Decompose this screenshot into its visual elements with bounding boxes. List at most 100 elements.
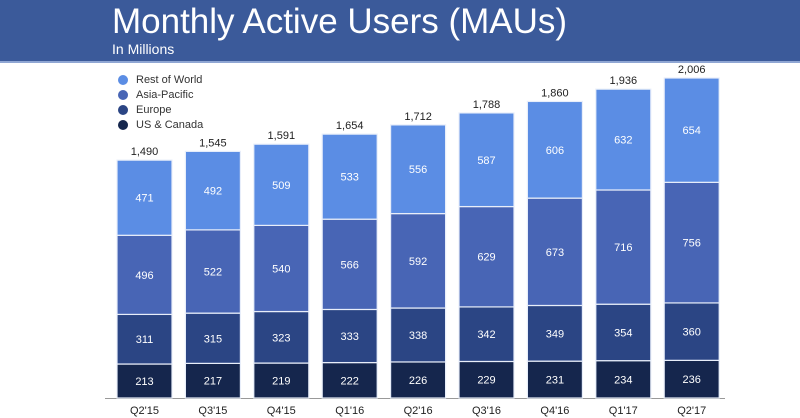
- x-tick-label: Q1'17: [609, 405, 638, 417]
- data-label: 533: [341, 172, 359, 184]
- legend-item: Europe: [118, 102, 203, 117]
- data-label: 323: [272, 332, 290, 344]
- data-label: 540: [272, 263, 290, 275]
- legend-swatch: [118, 74, 128, 85]
- bar-segment: [458, 112, 515, 208]
- bar-segment: [595, 189, 652, 305]
- data-label: 360: [683, 327, 701, 339]
- bar-segment: [526, 100, 584, 199]
- total-label: 1,712: [404, 111, 432, 123]
- x-tick-label: Q3'15: [198, 405, 227, 417]
- data-label: 226: [409, 375, 427, 387]
- data-label: 229: [477, 375, 495, 387]
- data-label: 315: [204, 333, 222, 345]
- data-label: 471: [135, 193, 153, 205]
- chart-title: Monthly Active Users (MAUs): [112, 2, 568, 41]
- legend: Rest of World Asia-Pacific Europe US & Cana…: [118, 72, 203, 132]
- data-label: 566: [341, 259, 359, 271]
- bar-segment: [253, 310, 310, 364]
- data-label: 349: [546, 328, 564, 340]
- data-label: 217: [204, 376, 222, 388]
- bar-segment: [253, 362, 310, 399]
- data-label: 509: [272, 180, 290, 192]
- data-label: 231: [546, 375, 564, 387]
- bar-segment: [253, 143, 310, 226]
- total-label: 1,591: [268, 130, 296, 142]
- bar-segment: [116, 363, 173, 399]
- x-tick-label: Q3'16: [472, 405, 501, 417]
- legend-label: US & Canada: [136, 118, 204, 131]
- data-label: 716: [614, 242, 632, 254]
- x-tick-label: Q1'16: [335, 405, 364, 417]
- data-label: 354: [614, 327, 632, 339]
- legend-label: Asia-Pacific: [136, 88, 194, 101]
- bar-segment: [321, 308, 378, 364]
- bar-segment: [663, 77, 720, 183]
- total-label: 1,936: [610, 75, 638, 87]
- bar-segment: [458, 360, 515, 399]
- legend-label: Europe: [136, 103, 172, 116]
- legend-label: Rest of World: [136, 73, 203, 86]
- bar-segment: [321, 218, 378, 311]
- bar-segment: [390, 361, 447, 399]
- total-label: 1,654: [336, 120, 364, 132]
- data-label: 236: [683, 374, 701, 386]
- bar-segment: [321, 361, 378, 399]
- bar-segment: [663, 359, 720, 399]
- total-label: 1,545: [199, 137, 227, 149]
- data-label: 213: [135, 376, 153, 388]
- x-tick-label: Q2'15: [130, 405, 159, 417]
- data-label: 338: [409, 330, 427, 342]
- total-label: 2,006: [678, 64, 706, 76]
- bar-segment: [458, 205, 515, 308]
- legend-swatch: [118, 89, 128, 100]
- data-label: 673: [546, 247, 564, 259]
- total-label: 1,490: [131, 146, 159, 158]
- x-tick-label: Q2'17: [677, 405, 706, 417]
- data-label: 219: [272, 376, 290, 388]
- x-tick-label: Q2'16: [404, 405, 433, 417]
- bar-segment: [321, 133, 378, 220]
- bar-segment: [595, 303, 652, 362]
- bar-segment: [663, 302, 720, 361]
- data-label: 592: [409, 256, 427, 268]
- chart-subtitle: In Millions: [112, 41, 175, 57]
- bar-segment: [116, 159, 173, 236]
- data-label: 342: [477, 329, 495, 341]
- legend-swatch: [118, 119, 128, 130]
- data-label: 496: [135, 270, 153, 282]
- data-label: 333: [341, 331, 359, 343]
- data-label: 587: [477, 155, 495, 167]
- legend-item: US & Canada: [118, 117, 203, 132]
- data-label: 606: [546, 145, 564, 157]
- total-label: 1,788: [473, 99, 501, 111]
- bar-segment: [526, 360, 584, 399]
- data-label: 654: [683, 125, 701, 137]
- legend-item: Rest of World: [118, 72, 203, 87]
- data-label: 222: [341, 375, 359, 387]
- data-label: 629: [477, 252, 495, 264]
- x-tick-label: Q4'16: [540, 405, 569, 417]
- bar-segment: [116, 313, 173, 365]
- legend-item: Asia-Pacific: [118, 87, 203, 102]
- legend-swatch: [118, 104, 128, 115]
- data-label: 756: [683, 238, 701, 250]
- bar-segment: [116, 234, 173, 316]
- total-label: 1,860: [541, 87, 569, 99]
- bar-segment: [390, 124, 447, 215]
- bar-segment: [595, 88, 652, 191]
- bar-segment: [184, 312, 241, 364]
- header-banner: Monthly Active Users (MAUs) In Millions: [0, 0, 800, 63]
- bar-segment: [390, 212, 447, 309]
- bar-segment: [663, 181, 720, 304]
- data-label: 311: [136, 334, 154, 346]
- data-label: 234: [614, 374, 632, 386]
- x-tick-label: Q4'15: [267, 405, 296, 417]
- bar-segment: [184, 150, 241, 231]
- data-label: 522: [204, 266, 222, 278]
- bar-segment: [526, 197, 584, 307]
- bar-segment: [390, 307, 447, 363]
- data-label: 632: [614, 135, 632, 147]
- data-label: 556: [409, 164, 427, 176]
